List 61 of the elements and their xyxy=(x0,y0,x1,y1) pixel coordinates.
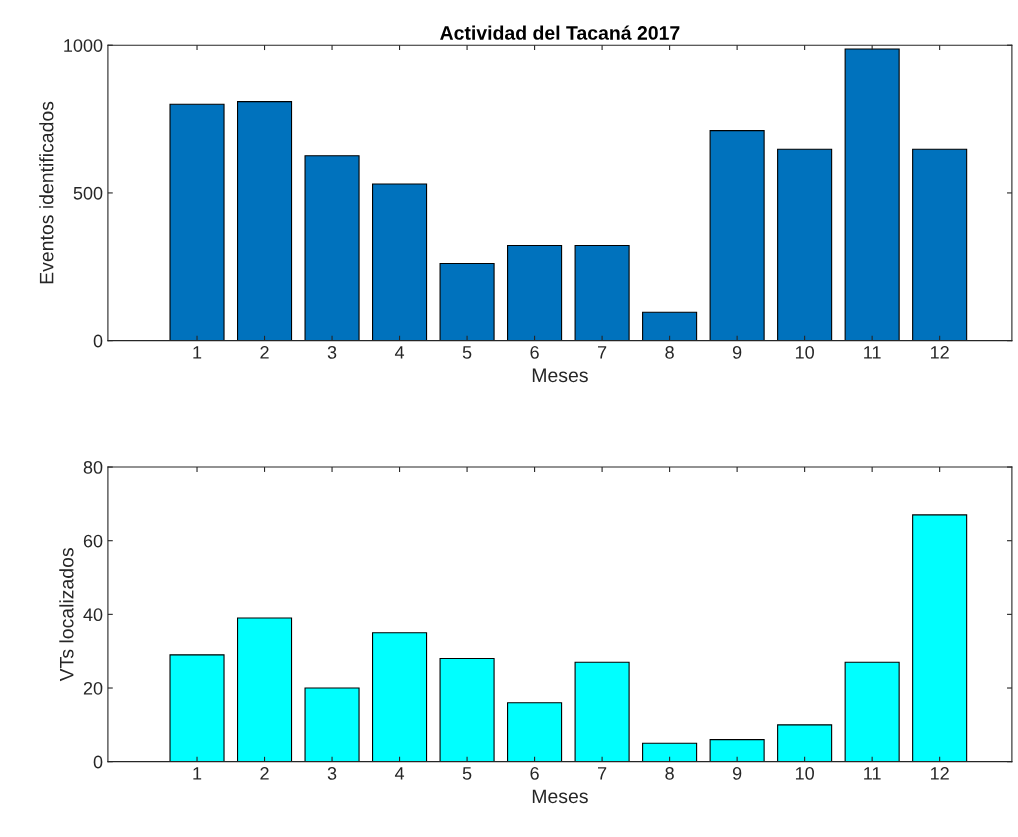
x-tick-label: 3 xyxy=(327,346,337,359)
y-tick-label: 1000 xyxy=(64,39,103,52)
bar xyxy=(236,101,293,341)
x-tick-label: 7 xyxy=(598,346,607,359)
x-tick-label: 12 xyxy=(930,346,949,359)
x-tick-label: 10 xyxy=(795,767,814,780)
bar xyxy=(642,311,698,341)
bar xyxy=(371,632,428,762)
bar xyxy=(304,687,360,762)
bar xyxy=(642,742,698,762)
x-tick-label: 12 xyxy=(930,767,949,780)
chart-title: Actividad del Tacaná 2017 xyxy=(440,25,680,40)
bar xyxy=(912,148,968,341)
y-tick-label: 60 xyxy=(83,534,103,548)
bar xyxy=(439,657,495,762)
bar xyxy=(844,48,900,341)
x-tick-label: 5 xyxy=(462,767,472,780)
bar xyxy=(371,183,428,341)
x-tick-label: 8 xyxy=(665,346,674,359)
x-tick-label: 9 xyxy=(732,767,742,780)
bar xyxy=(844,661,900,762)
x-tick-label: 9 xyxy=(732,346,742,359)
y-axis-title: VTs localizados xyxy=(59,548,74,682)
bar xyxy=(574,661,630,762)
x-tick-label: 4 xyxy=(394,346,405,359)
x-axis-title: Meses xyxy=(532,368,588,383)
y-tick-label: 40 xyxy=(83,608,103,622)
x-tick-label: 2 xyxy=(260,346,269,359)
x-tick-label: 11 xyxy=(864,767,881,780)
bar xyxy=(169,103,225,341)
x-tick-label: 5 xyxy=(462,346,472,359)
y-axis-title: Eventos identificados xyxy=(39,101,54,284)
x-tick-label: 4 xyxy=(394,767,405,780)
y-tick-label: 20 xyxy=(83,681,103,695)
bar xyxy=(709,739,765,762)
x-tick-label: 3 xyxy=(327,767,337,780)
x-tick-label: 8 xyxy=(665,767,674,780)
y-tick-label: 500 xyxy=(73,186,103,200)
y-tick-label: 80 xyxy=(83,460,103,474)
bar xyxy=(169,654,225,762)
x-tick-label: 11 xyxy=(864,346,881,359)
y-tick-label: 0 xyxy=(93,334,103,348)
x-tick-label: 1 xyxy=(193,767,202,780)
x-tick-label: 10 xyxy=(795,346,814,359)
bar xyxy=(574,244,630,341)
bar xyxy=(709,130,765,341)
x-axis-title: Meses xyxy=(532,789,588,804)
bar xyxy=(777,148,833,341)
x-tick-label: 6 xyxy=(530,767,539,780)
bar xyxy=(507,244,563,341)
x-tick-label: 2 xyxy=(260,767,269,780)
x-tick-label: 1 xyxy=(193,346,202,359)
bar xyxy=(236,617,293,762)
bar xyxy=(304,155,360,341)
bar xyxy=(777,724,833,762)
x-tick-label: 6 xyxy=(530,346,539,359)
bar xyxy=(507,702,563,762)
x-tick-label: 7 xyxy=(598,767,607,780)
bar xyxy=(912,514,968,762)
y-tick-label: 0 xyxy=(93,755,103,769)
bar xyxy=(439,262,495,341)
